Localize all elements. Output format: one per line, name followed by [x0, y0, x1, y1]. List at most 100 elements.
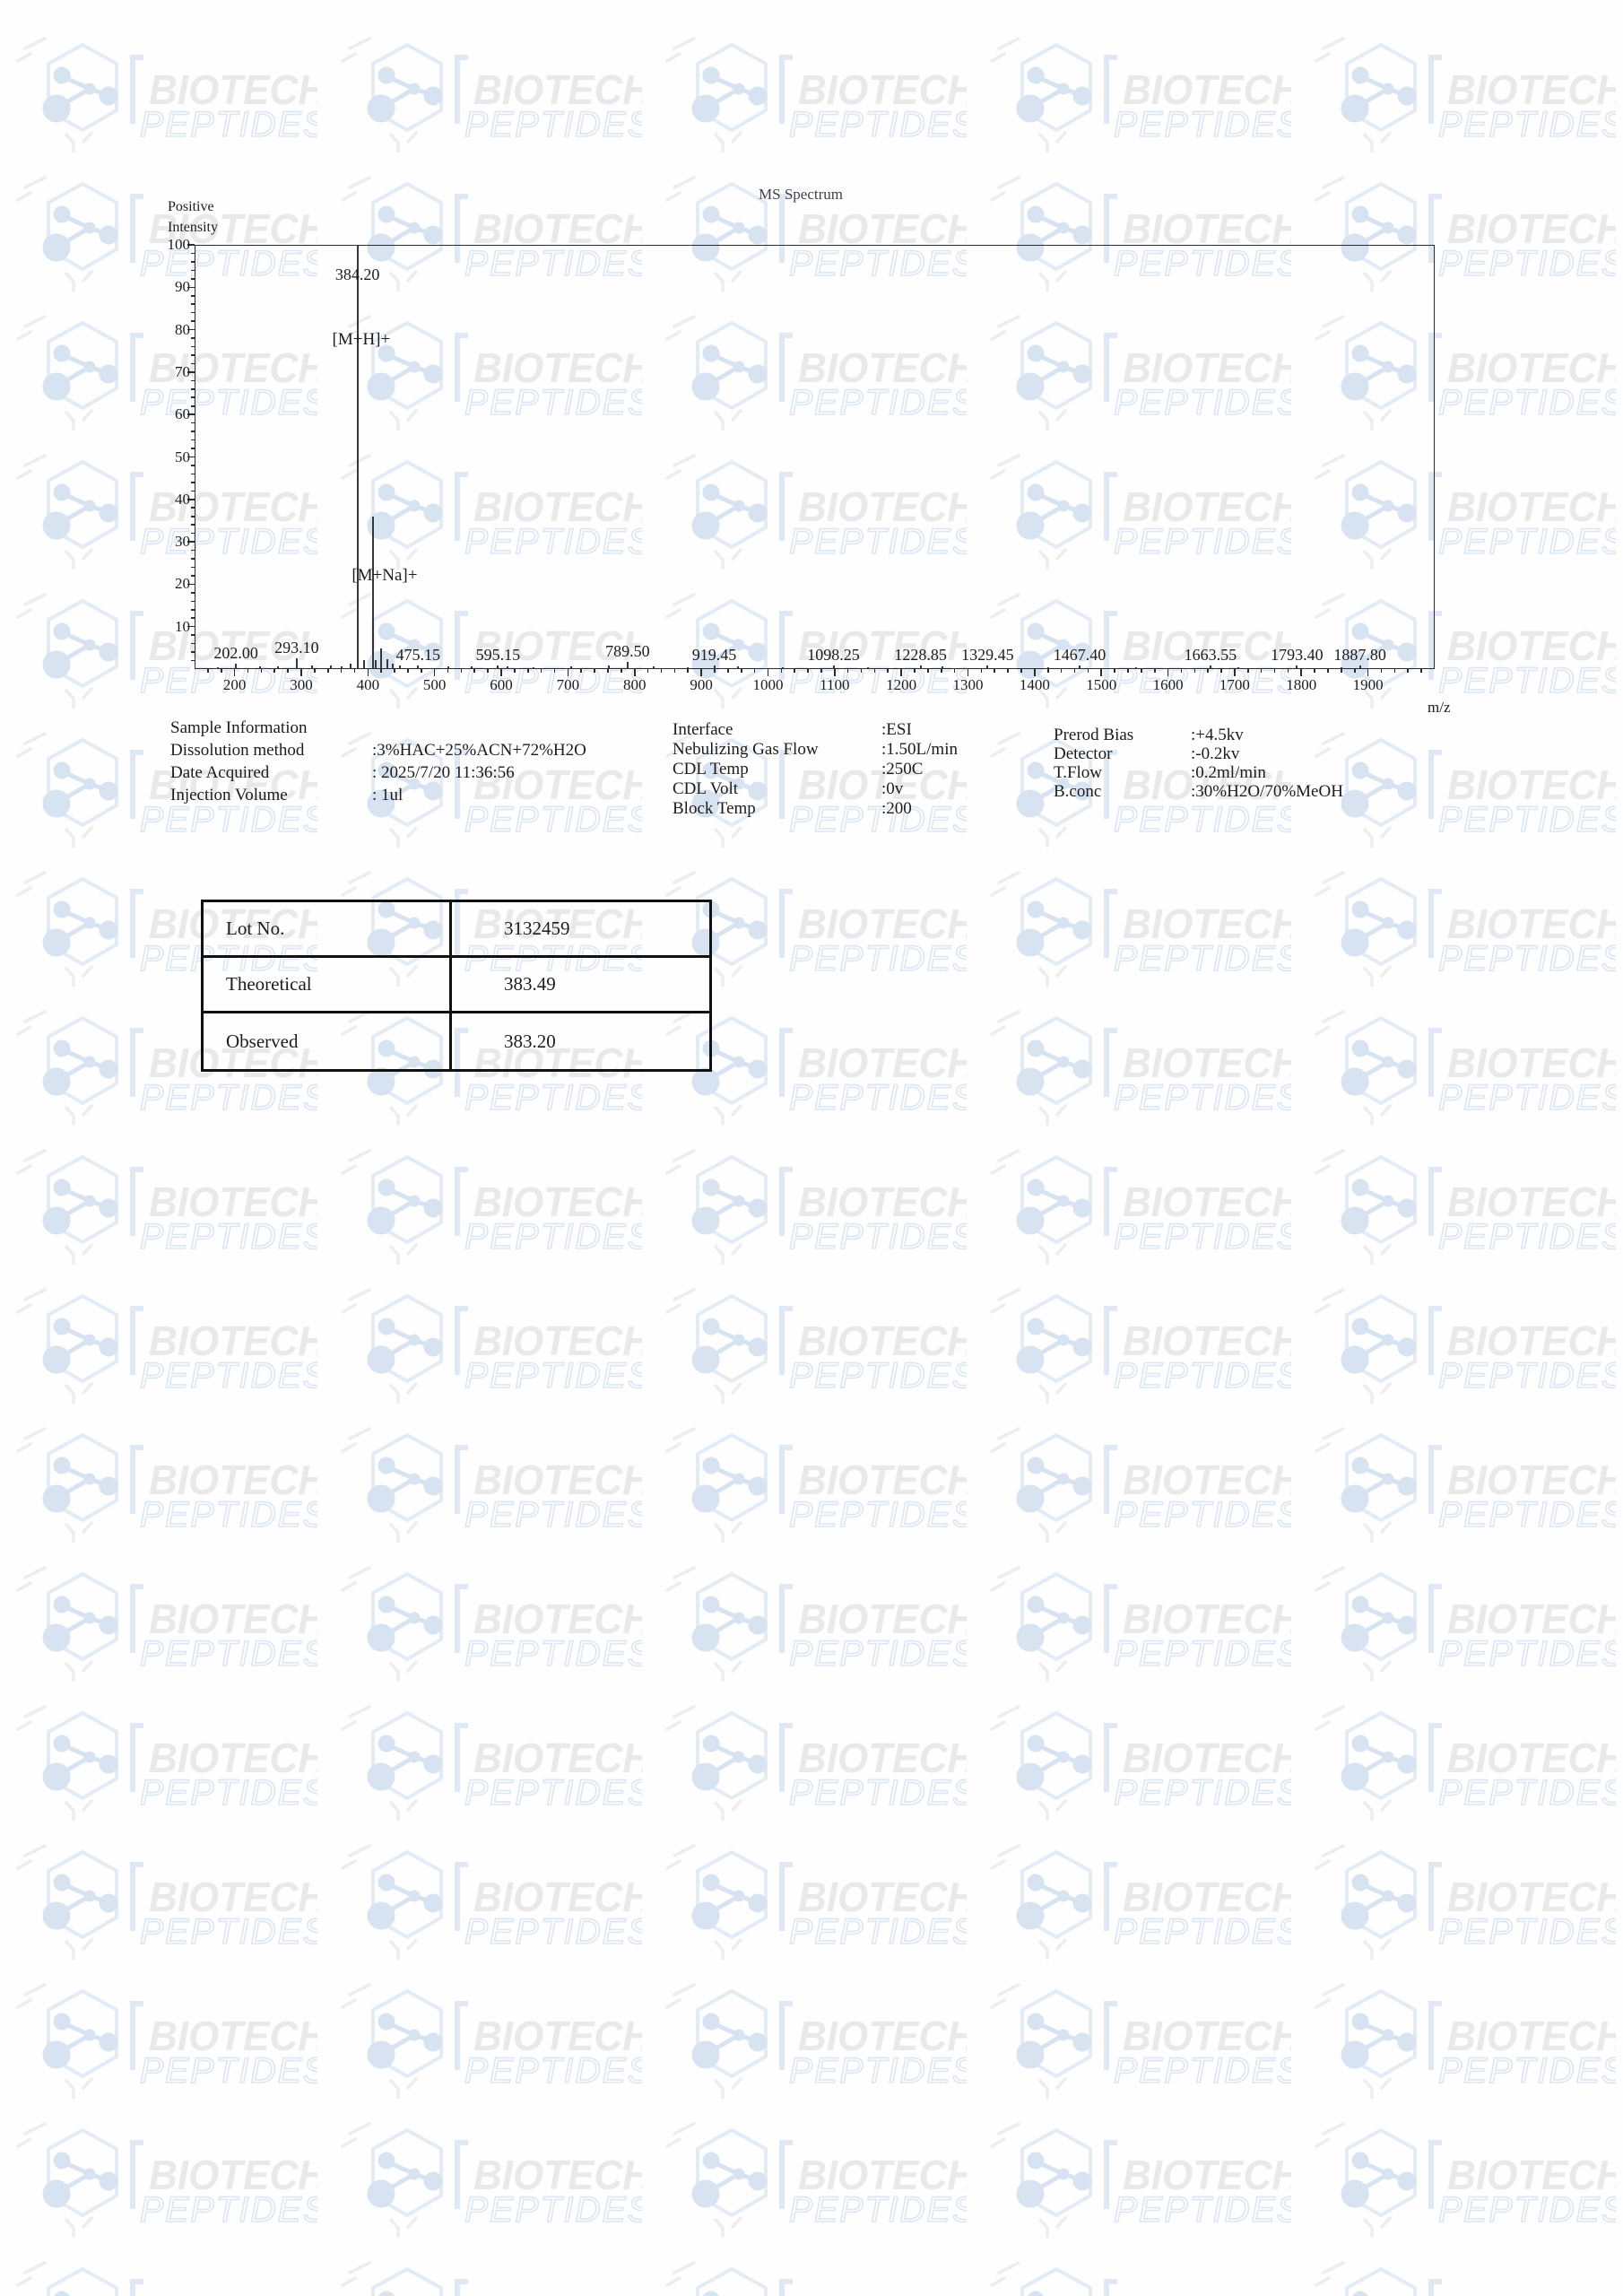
- watermark-brand-subtext: PEPTIDES: [140, 105, 317, 144]
- bracket-icon: [779, 2140, 793, 2209]
- x-minor-tick: [287, 669, 289, 673]
- molecule-icon: [1341, 66, 1417, 123]
- chevron-decoration-icon: [665, 1288, 742, 1405]
- bracket-icon: [130, 1584, 143, 1653]
- x-minor-tick: [660, 669, 663, 673]
- hexagon-icon: [696, 1711, 768, 1800]
- hexagon-icon: [371, 738, 443, 827]
- info-row: Date Acquired: 2025/7/20 11:36:56: [170, 763, 515, 783]
- y-minor-tick: [191, 617, 195, 620]
- chevron-decoration-icon: [1315, 1010, 1392, 1126]
- hexagon-icon: [1020, 1572, 1092, 1661]
- watermark-brand-subtext: PEPTIDES: [1114, 2190, 1291, 2230]
- molecule-icon: [42, 1178, 118, 1235]
- chevron-decoration-icon: [665, 454, 742, 570]
- hexagon-icon: [371, 2267, 443, 2296]
- watermark-brand-text: BIOTECH: [473, 1039, 642, 1086]
- bracket-icon: [1428, 2001, 1442, 2070]
- info-row: Interface:ESI: [673, 720, 912, 740]
- x-minor-tick: [1273, 669, 1276, 673]
- watermark-brand-text: BIOTECH: [798, 1039, 967, 1086]
- watermark-brand-subtext: PEPTIDES: [1438, 1634, 1616, 1674]
- y-minor-tick: [191, 278, 195, 280]
- bracket-icon: [779, 2279, 793, 2296]
- y-tick-label: 40: [175, 490, 190, 508]
- watermark-brand-subtext: PEPTIDES: [464, 800, 642, 839]
- watermark-brand-text: BIOTECH: [1123, 1735, 1291, 1781]
- bracket-icon: [130, 2140, 143, 2209]
- bracket-icon: [779, 1028, 793, 1097]
- chevron-decoration-icon: [990, 1566, 1067, 1683]
- x-minor-tick: [407, 669, 409, 673]
- chevron-decoration-icon: [990, 732, 1067, 848]
- chevron-decoration-icon: [16, 1705, 93, 1822]
- x-minor-tick: [273, 669, 276, 673]
- watermark-brand-subtext: PEPTIDES: [1438, 522, 1616, 561]
- molecule-icon: [1016, 622, 1092, 679]
- watermark-brand-text: BIOTECH: [1447, 1178, 1616, 1225]
- watermark-brand-subtext: PEPTIDES: [1438, 661, 1616, 700]
- molecule-icon: [1016, 900, 1092, 957]
- x-minor-tick: [1314, 669, 1315, 673]
- info-value: :ESI: [881, 720, 912, 739]
- noise-peak-line: [310, 665, 313, 669]
- x-tick: [700, 669, 702, 676]
- molecule-icon: [1341, 1457, 1417, 1513]
- chevron-decoration-icon: [16, 37, 93, 153]
- noise-peak-line: [375, 659, 378, 669]
- hexagon-icon: [371, 1711, 443, 1800]
- x-minor-tick: [914, 669, 916, 673]
- watermark-brand-text: BIOTECH: [798, 761, 967, 808]
- x-tick-label: 700: [556, 676, 580, 693]
- watermark-brand-text: BIOTECH: [798, 2152, 967, 2198]
- molecule-icon: [1341, 1735, 1417, 1791]
- y-minor-tick: [191, 303, 195, 305]
- watermark-brand-text: BIOTECH: [149, 761, 317, 808]
- x-minor-tick: [380, 669, 382, 673]
- chevron-decoration-icon: [16, 593, 93, 709]
- info-value: : 2025/7/20 11:36:56: [372, 763, 515, 782]
- y-minor-tick: [191, 608, 195, 611]
- chevron-decoration-icon: [990, 593, 1067, 709]
- bracket-icon: [1428, 611, 1442, 680]
- chevron-decoration-icon: [341, 1427, 418, 1544]
- chevron-decoration-icon: [16, 1427, 93, 1544]
- chevron-decoration-icon: [1315, 315, 1392, 431]
- x-tick: [300, 669, 302, 676]
- chevron-decoration-icon: [990, 1427, 1067, 1544]
- y-minor-tick: [191, 600, 195, 603]
- molecule-icon: [691, 1318, 768, 1374]
- x-minor-tick: [580, 669, 583, 673]
- x-minor-tick: [780, 669, 783, 673]
- watermark-brand-text: BIOTECH: [149, 1039, 317, 1086]
- peak-label: 1887.80: [1333, 645, 1386, 664]
- y-tick-label: 50: [175, 448, 190, 465]
- x-minor-tick: [1020, 669, 1022, 673]
- watermark-brand-subtext: PEPTIDES: [789, 105, 967, 144]
- y-tick: [187, 625, 195, 628]
- bracket-icon: [779, 1723, 793, 1792]
- y-minor-tick: [191, 430, 195, 432]
- molecule-icon: [691, 1178, 768, 1235]
- chevron-decoration-icon: [665, 871, 742, 987]
- hexagon-icon: [371, 1989, 443, 2078]
- hexagon-icon: [696, 2128, 768, 2217]
- molecule-icon: [1016, 1457, 1092, 1513]
- molecule-icon: [42, 622, 118, 679]
- info-row: Prerod Bias:+4.5kv: [1054, 726, 1244, 745]
- watermark-brand-text: BIOTECH: [798, 1457, 967, 1503]
- watermark-brand-text: BIOTECH: [798, 1318, 967, 1364]
